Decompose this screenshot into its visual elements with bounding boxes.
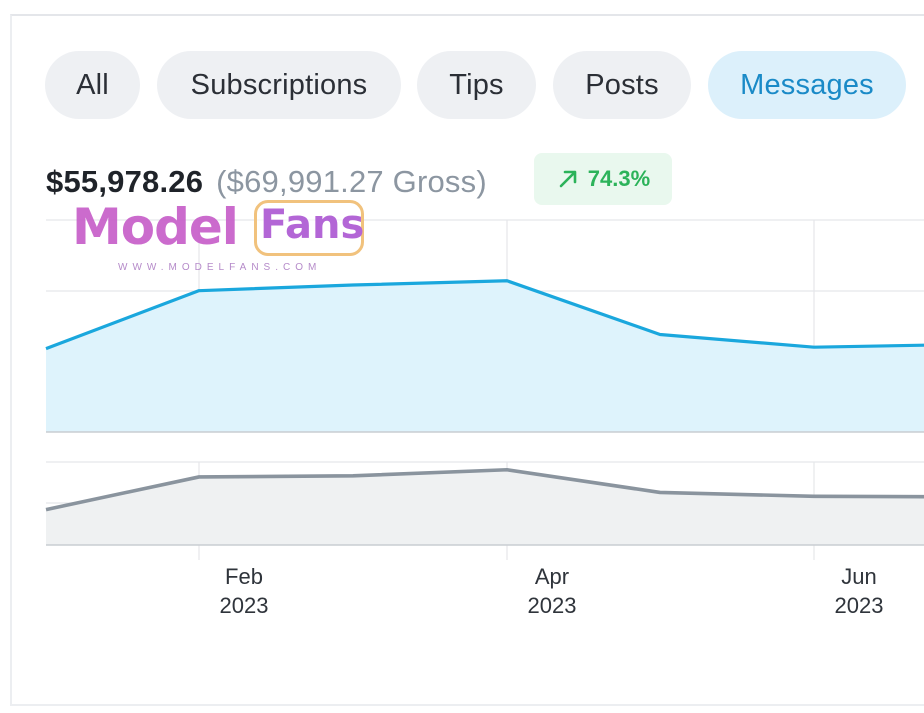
earnings-summary: $55,978.26 ($69,991.27 Gross) (46, 158, 487, 206)
watermark-brand-first: Model (72, 198, 239, 256)
x-tick-month: Feb (225, 564, 263, 589)
filter-tabs: All Subscriptions Tips Posts Messages (0, 51, 924, 119)
gross-earnings: ($69,991.27 Gross) (216, 164, 487, 199)
series-area-primary (46, 280, 924, 432)
series-line-primary (45, 279, 924, 351)
arrow-up-right-icon (559, 170, 577, 188)
change-percent: 74.3% (587, 166, 651, 191)
net-earnings: $55,978.26 (46, 164, 204, 199)
tab-tips[interactable]: Tips (417, 51, 536, 119)
tab-all[interactable]: All (45, 51, 140, 119)
modelfans-watermark: Model Fans WWW.MODELFANS.COM (72, 198, 372, 280)
series-line-secondary (45, 467, 924, 512)
tab-subscriptions[interactable]: Subscriptions (157, 51, 401, 119)
change-badge: 74.3% (534, 153, 672, 205)
x-tick-year: 2023 (528, 593, 577, 618)
tab-messages[interactable]: Messages (708, 51, 906, 119)
x-tick-year: 2023 (835, 593, 884, 618)
watermark-url: WWW.MODELFANS.COM (118, 262, 322, 273)
tab-posts[interactable]: Posts (553, 51, 691, 119)
x-tick-year: 2023 (220, 593, 269, 618)
x-tick-month: Jun (841, 564, 876, 589)
watermark-brand-second: Fans (260, 202, 365, 248)
watermark-bubble (254, 200, 364, 256)
series-area-secondary (46, 469, 924, 545)
x-tick-month: Apr (535, 564, 569, 589)
